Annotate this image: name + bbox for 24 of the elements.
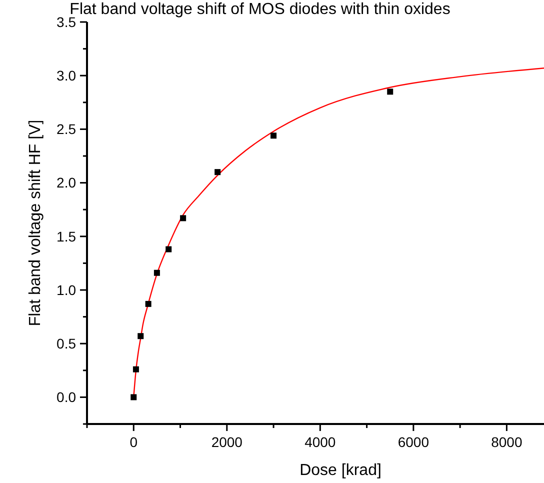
- y-axis-title: Flat band voltage shift HF [V]: [27, 120, 44, 326]
- point: [138, 333, 144, 340]
- x-tick-label: 6000: [398, 434, 430, 450]
- x-tick-label: 8000: [491, 434, 522, 450]
- y-tick-label: 3.0: [56, 68, 76, 84]
- y-tick-label: 1.0: [56, 282, 76, 298]
- y-tick-label: 0.5: [56, 336, 76, 352]
- x-axis-title: Dose [krad]: [300, 462, 382, 479]
- y-tick-label: 0.0: [56, 389, 76, 406]
- point: [166, 246, 172, 252]
- point: [145, 300, 152, 307]
- x-tick-label: 2000: [211, 434, 243, 450]
- point: [387, 88, 394, 95]
- point: [214, 169, 221, 176]
- x-tick-label: 4000: [304, 434, 336, 450]
- y-tick-label: 1.5: [56, 228, 76, 244]
- y-tick-label: 2.5: [56, 121, 76, 138]
- point: [270, 132, 277, 139]
- point: [130, 394, 137, 400]
- point: [154, 270, 160, 276]
- y-tick-label: 2.0: [56, 174, 76, 191]
- point: [132, 366, 139, 372]
- x-tick-label: 0: [130, 434, 138, 450]
- point: [180, 215, 186, 222]
